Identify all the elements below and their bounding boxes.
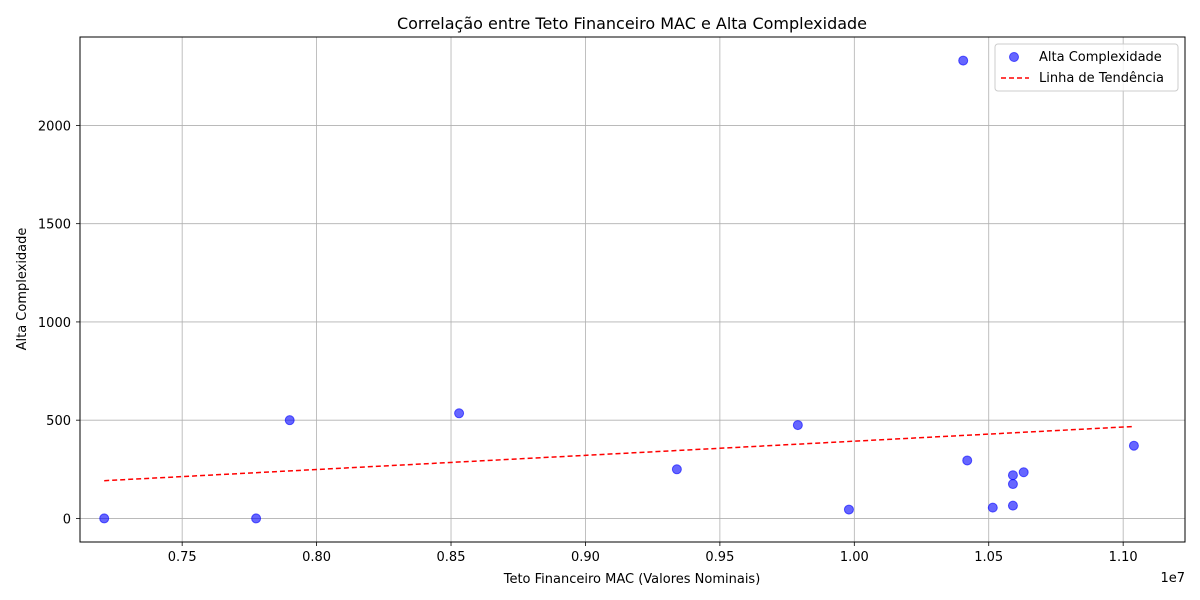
legend: Alta Complexidade Linha de Tendência (994, 43, 1179, 92)
scatter-point (1007, 470, 1018, 481)
x-axis-offset-label: 1e7 (1160, 571, 1185, 586)
plot-frame (79, 36, 1186, 543)
scatter-point (671, 464, 682, 475)
x-tick-label: 0.95 (705, 550, 734, 565)
trend-line (104, 425, 1134, 482)
y-tick-label: 1500 (38, 218, 71, 233)
scatter-point (454, 408, 465, 419)
scatter-point (843, 504, 854, 515)
x-tick-label: 0.90 (571, 550, 600, 565)
scatter-point (1007, 479, 1018, 490)
x-tick-label: 0.85 (437, 550, 466, 565)
scatter-point (251, 513, 262, 524)
y-tick-label: 500 (46, 414, 71, 429)
scatter-point (1018, 467, 1029, 478)
scatter-point (958, 55, 969, 66)
scatter-point (962, 455, 973, 466)
y-axis-label: Alta Complexidade (15, 228, 30, 351)
chart-title: Correlação entre Teto Financeiro MAC e A… (397, 14, 867, 33)
series-layer (99, 55, 1139, 524)
x-axis-label: Teto Financeiro MAC (Valores Nominais) (503, 572, 761, 587)
x-tick-label: 1.10 (1109, 550, 1138, 565)
y-tick-label: 0 (63, 512, 71, 527)
tick-layer: 0.75 0.80 0.85 0.90 0.95 1.00 1.05 1.10 0 500 1000… (38, 119, 1138, 565)
scatter-point (792, 420, 803, 431)
legend-marker-scatter (1009, 52, 1019, 62)
y-tick-label: 1000 (38, 316, 71, 331)
scatter-point (1007, 500, 1018, 511)
scatter-point (284, 415, 295, 426)
x-tick-label: 0.80 (302, 550, 331, 565)
legend-box (994, 43, 1179, 92)
scatter-point (99, 513, 110, 524)
legend-label-trend: Linha de Tendência (1039, 71, 1164, 86)
x-tick-label: 1.05 (974, 550, 1003, 565)
y-tick-label: 2000 (38, 119, 71, 134)
scatter-point (1128, 440, 1139, 451)
scatter-point (987, 502, 998, 513)
x-tick-label: 0.75 (168, 550, 197, 565)
legend-label-scatter: Alta Complexidade (1039, 50, 1162, 65)
x-tick-label: 1.00 (840, 550, 869, 565)
grid-lines (80, 37, 1185, 542)
